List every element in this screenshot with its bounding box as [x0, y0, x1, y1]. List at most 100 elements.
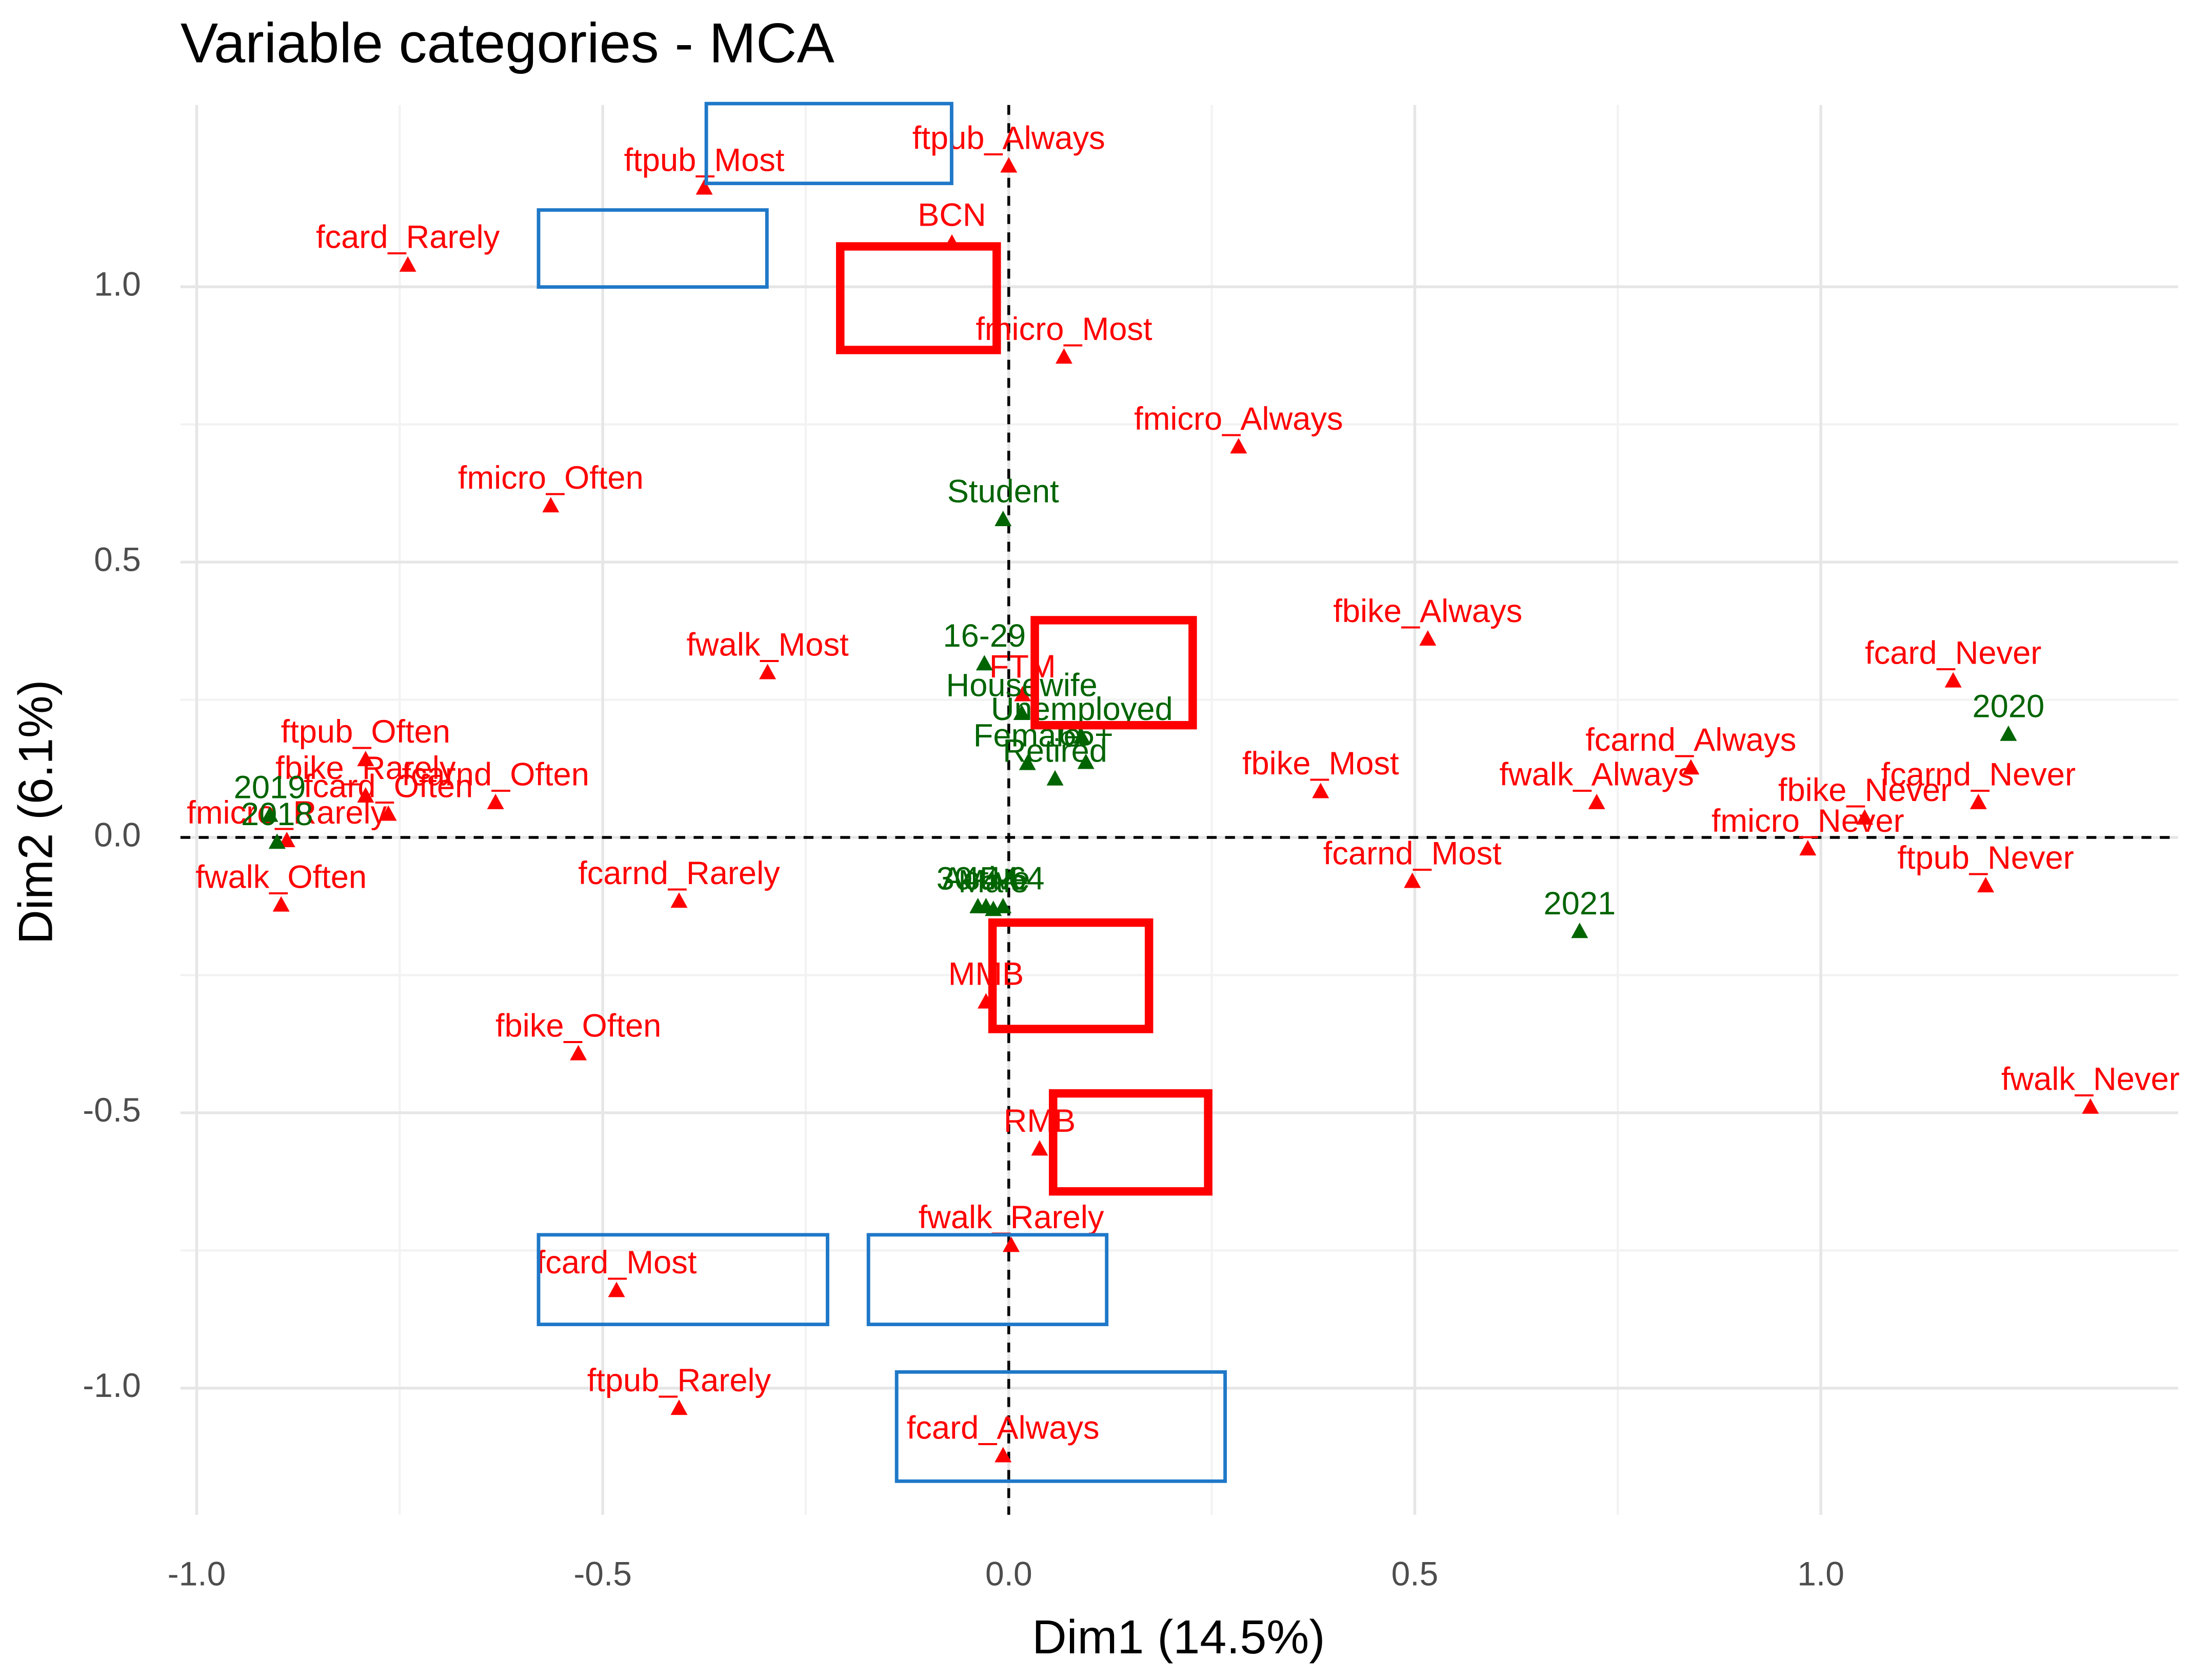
y-tick-label: -1.0	[83, 1366, 141, 1404]
point	[1077, 753, 1095, 769]
point-label: fwalk_Never	[2001, 1062, 2180, 1097]
chart-title: Variable categories - MCA	[181, 12, 834, 75]
y-tick-label: -0.5	[83, 1091, 141, 1129]
point-label: fbike_Rarely	[275, 750, 456, 786]
point-label: fcard_Never	[1865, 635, 2041, 671]
point	[570, 1045, 587, 1061]
point	[759, 664, 777, 679]
point	[542, 497, 560, 513]
point	[670, 892, 688, 908]
point-label: fmicro_Never	[1712, 803, 1904, 839]
point	[487, 793, 504, 809]
point-label: fcarnd_Always	[1585, 722, 1796, 758]
point-label: fcarnd_Most	[1323, 835, 1502, 871]
point-label: ftpub_Rarely	[587, 1363, 771, 1398]
point-label: fbike_Most	[1242, 746, 1399, 782]
point-label: Active	[942, 861, 1030, 897]
point-label: Retired	[1003, 733, 1107, 769]
point	[1055, 348, 1072, 364]
point	[261, 806, 279, 822]
point	[1013, 704, 1030, 720]
point	[1977, 877, 1995, 893]
point-label: RMB	[1004, 1103, 1076, 1139]
point-label: fbike_Always	[1333, 593, 1522, 629]
point-label: 30-44	[937, 861, 1020, 897]
x-axis-title: Dim1 (14.5%)	[1032, 1610, 1325, 1664]
point-label: BCN	[918, 197, 986, 233]
point-label: fcard_Often	[304, 768, 473, 804]
point-label: MMB	[948, 956, 1024, 992]
point	[1799, 840, 1817, 856]
point	[357, 751, 374, 767]
point	[1588, 793, 1605, 809]
y-tick-label: 0.5	[94, 541, 141, 578]
marks: ftpub_Always ftpub_Most BCN fcard_Rarelyfmi…	[187, 121, 2180, 1463]
point-label: 2018	[241, 796, 313, 832]
point-label: 2021	[1544, 886, 1616, 922]
point-label: 45-64	[962, 861, 1045, 897]
highlight-box	[988, 918, 1153, 1033]
point	[1682, 759, 1700, 775]
x-tick-label: 1.0	[1797, 1554, 1844, 1592]
point	[1000, 157, 1018, 173]
point-label: fcard_Rarely	[316, 219, 500, 255]
note-box	[894, 1370, 1227, 1483]
point	[994, 1447, 1012, 1463]
point-label: FTM	[989, 649, 1056, 685]
point	[2000, 725, 2017, 741]
point	[380, 805, 397, 821]
x-tick-label: 0.5	[1391, 1554, 1439, 1592]
point-label: Student	[947, 474, 1059, 510]
note-box	[536, 1233, 829, 1326]
point	[994, 897, 1012, 913]
point-label: fcarnd_Never	[1881, 757, 2076, 793]
point	[1970, 793, 1987, 809]
point	[1031, 1140, 1048, 1156]
point	[2082, 1098, 2099, 1114]
point-label: fmicro_Always	[1134, 401, 1343, 437]
point	[1419, 630, 1437, 646]
point	[1571, 923, 1588, 938]
point-label: ftpub_Never	[1897, 840, 2074, 876]
point-label: fmicro_Often	[458, 460, 644, 496]
point-label: fbike_Often	[495, 1008, 661, 1044]
y-axis-title: Dim2 (6.1%)	[9, 680, 62, 945]
point	[357, 787, 374, 803]
point-label: ftpub_Always	[912, 121, 1105, 156]
point	[1019, 754, 1036, 770]
point-label: ftpub_Often	[281, 714, 450, 750]
point	[994, 510, 1012, 526]
point-label: fwalk_Always	[1499, 757, 1694, 793]
point-label: fwalk_Often	[195, 859, 367, 895]
point	[268, 833, 286, 849]
point	[985, 901, 1002, 916]
point	[1014, 686, 1031, 702]
point-label: fmicro_Rarely	[187, 795, 387, 831]
highlight-boxes	[836, 242, 1212, 1196]
point	[1003, 1236, 1020, 1252]
note-box	[536, 208, 769, 289]
point	[1312, 783, 1329, 798]
point-label: fcard_Most	[536, 1245, 697, 1281]
note-box	[866, 1233, 1109, 1326]
point	[670, 1399, 688, 1415]
point	[1073, 728, 1090, 744]
point-label: fwalk_Most	[686, 627, 849, 663]
point	[278, 831, 295, 848]
point	[1944, 672, 1962, 688]
point-label: Housewife	[946, 668, 1098, 704]
x-tick-label: -0.5	[573, 1554, 632, 1592]
point	[1856, 809, 1874, 825]
point-label: 2020	[1973, 689, 2045, 725]
y-tick-label: 0.0	[94, 816, 141, 854]
point	[399, 256, 416, 272]
point-label: fbike_Never	[1778, 772, 1951, 808]
point-label: 16-29	[943, 618, 1026, 654]
point-label: fcarnd_Often	[402, 757, 589, 793]
highlight-box	[1030, 616, 1197, 730]
point-label: ftpub_Most	[624, 142, 785, 178]
point-label: fcard_Always	[907, 1410, 1100, 1446]
